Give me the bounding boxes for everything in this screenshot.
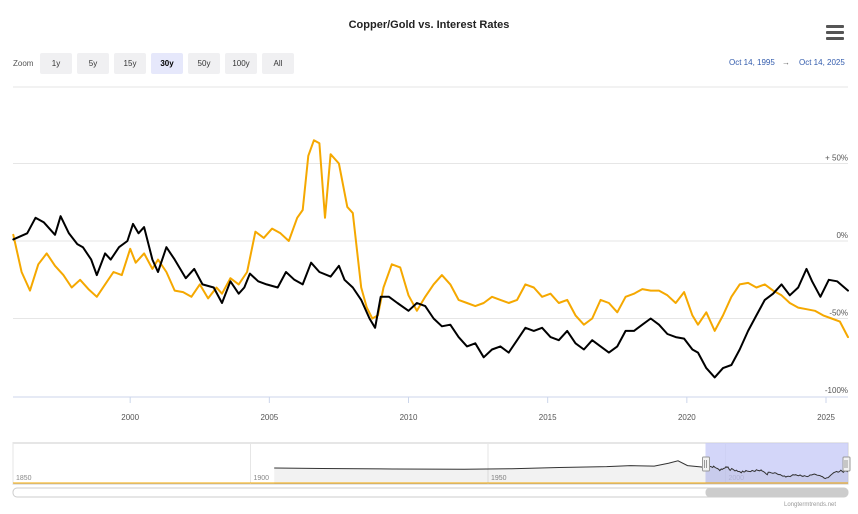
navigator-area: [274, 460, 848, 484]
zoom-button-30y[interactable]: 30y: [151, 53, 183, 74]
range-from-input[interactable]: Oct 14, 1995: [729, 58, 775, 67]
zoom-label: Zoom: [13, 59, 34, 68]
navigator-line: [274, 460, 849, 480]
plot-series: [12, 139, 849, 379]
zoom-button-1y[interactable]: 1y: [40, 53, 72, 74]
zoom-button-5y[interactable]: 5y: [77, 53, 109, 74]
grid-lines: [13, 86, 848, 319]
x-tick-label: 2010: [400, 413, 418, 422]
zoom-button-50y[interactable]: 50y: [188, 53, 220, 74]
navigator-selection: [705, 443, 848, 484]
x-tick-label: 2005: [260, 413, 278, 422]
navigator-tick-label: 1950: [491, 475, 507, 482]
chart-title: Copper/Gold vs. Interest Rates: [348, 19, 510, 31]
scrollbar-thumb[interactable]: [705, 488, 848, 497]
zoom-button-15y[interactable]: 15y: [114, 53, 146, 74]
zoom-button-all[interactable]: All: [262, 53, 294, 74]
y-tick-label: -100%: [825, 386, 848, 395]
series-line-copper-gold: [12, 215, 849, 379]
x-tick-label: 2020: [678, 413, 696, 422]
navigator[interactable]: 1850190019502000: [12, 442, 851, 498]
series-line-interest-rates: [12, 139, 849, 339]
x-axis: 2000 2005 2010 2015 2020 2025: [13, 396, 848, 422]
y-axis-labels: + 50% 0% -50% -100%: [825, 154, 848, 396]
zoom-button-100y[interactable]: 100y: [225, 53, 257, 74]
x-tick-label: 2025: [817, 413, 835, 422]
x-tick-label: 2000: [121, 413, 139, 422]
range-separator: →: [782, 58, 790, 67]
range-to-input[interactable]: Oct 14, 2025: [799, 58, 845, 67]
navigator-tick-label: 1900: [253, 475, 269, 482]
credit-label: Longtermtrends.net: [784, 502, 837, 508]
x-tick-label: 2015: [539, 413, 557, 422]
y-tick-label: -50%: [829, 309, 848, 318]
menu-icon[interactable]: [826, 24, 844, 40]
navigator-tick-label: 1850: [16, 475, 32, 482]
y-tick-label: + 50%: [825, 154, 848, 163]
y-tick-label: 0%: [836, 231, 848, 240]
